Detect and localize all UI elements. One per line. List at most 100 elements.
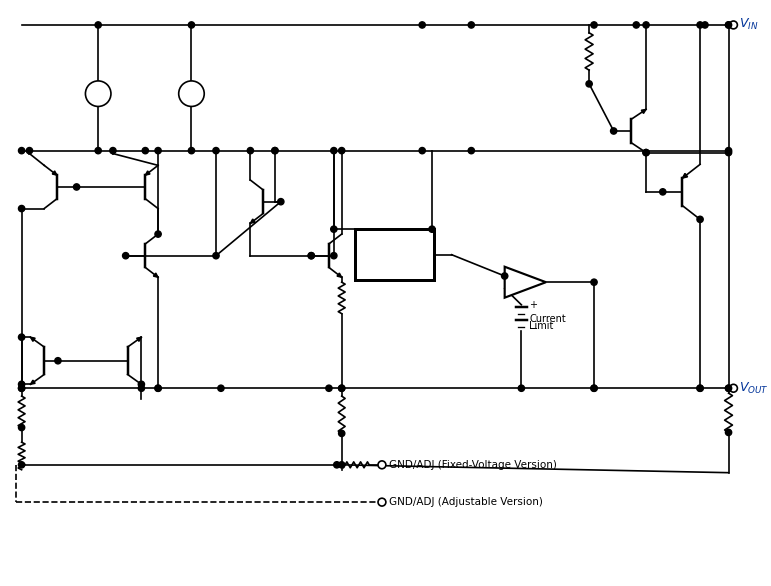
Text: +: + [529,300,537,310]
Circle shape [331,226,337,232]
Circle shape [331,148,337,154]
Circle shape [19,206,25,212]
Circle shape [502,273,508,279]
Circle shape [378,498,386,506]
Polygon shape [251,219,255,223]
Text: GND/ADJ (Adjustable Version): GND/ADJ (Adjustable Version) [389,497,543,507]
Circle shape [308,253,315,259]
Circle shape [109,148,116,154]
Circle shape [278,199,284,205]
Circle shape [660,189,666,195]
Polygon shape [641,110,646,114]
Circle shape [95,22,101,28]
Circle shape [697,22,703,28]
FancyBboxPatch shape [355,229,434,280]
Circle shape [338,385,345,391]
Circle shape [726,148,732,154]
Circle shape [19,385,25,391]
Text: Current: Current [529,314,566,323]
Circle shape [188,148,194,154]
Circle shape [73,184,79,190]
Circle shape [643,22,649,28]
Circle shape [726,22,732,28]
Circle shape [19,462,25,468]
Polygon shape [30,337,35,342]
Circle shape [697,216,703,223]
Circle shape [338,462,345,468]
Circle shape [643,149,649,156]
Circle shape [308,253,315,259]
Circle shape [19,148,25,154]
Circle shape [331,253,337,259]
Circle shape [429,226,435,232]
Polygon shape [153,273,158,277]
Circle shape [326,385,332,391]
Circle shape [19,334,25,340]
Circle shape [213,148,219,154]
Circle shape [702,22,708,28]
Circle shape [643,149,649,156]
Circle shape [591,385,598,391]
Circle shape [468,148,474,154]
Polygon shape [505,267,546,298]
Circle shape [338,148,345,154]
Circle shape [19,381,25,387]
Circle shape [586,81,592,87]
Circle shape [338,430,345,437]
Polygon shape [30,380,35,384]
Circle shape [419,22,426,28]
Circle shape [378,461,386,469]
Text: Limit: Limit [379,256,410,269]
Polygon shape [337,273,342,277]
Circle shape [55,357,61,364]
Circle shape [591,385,598,391]
Polygon shape [52,171,57,175]
Circle shape [247,148,254,154]
Circle shape [155,385,161,391]
Circle shape [95,148,101,154]
Circle shape [633,22,639,28]
Circle shape [123,253,129,259]
Circle shape [155,231,161,237]
Text: −: − [507,271,517,281]
Circle shape [19,385,25,391]
Text: Thermal: Thermal [369,243,420,256]
Circle shape [591,279,598,285]
Circle shape [726,385,732,391]
Circle shape [272,148,278,154]
Circle shape [338,385,345,391]
Text: $V_{OUT}$: $V_{OUT}$ [739,381,769,396]
Circle shape [155,148,161,154]
Circle shape [179,81,204,107]
Circle shape [468,22,474,28]
Circle shape [213,253,219,259]
Circle shape [138,385,144,391]
Circle shape [726,385,732,391]
Circle shape [334,462,340,468]
Circle shape [86,81,111,107]
Circle shape [19,424,25,431]
Circle shape [272,148,278,154]
Polygon shape [682,173,688,178]
Circle shape [729,384,737,392]
Circle shape [26,148,32,154]
Circle shape [188,22,194,28]
Circle shape [591,22,598,28]
Circle shape [697,385,703,391]
Circle shape [726,149,732,156]
Text: Limit: Limit [529,321,554,332]
Polygon shape [145,171,150,175]
Circle shape [142,148,149,154]
Circle shape [729,21,737,29]
Circle shape [138,381,144,387]
Circle shape [726,22,732,28]
Text: $V_{IN}$: $V_{IN}$ [739,18,759,32]
Circle shape [697,385,703,391]
Circle shape [419,148,426,154]
Circle shape [611,128,617,134]
Circle shape [726,430,732,435]
Polygon shape [136,337,141,342]
Text: −: − [529,324,539,335]
Circle shape [155,385,161,391]
Text: GND/ADJ (Fixed-Voltage Version): GND/ADJ (Fixed-Voltage Version) [389,460,557,470]
